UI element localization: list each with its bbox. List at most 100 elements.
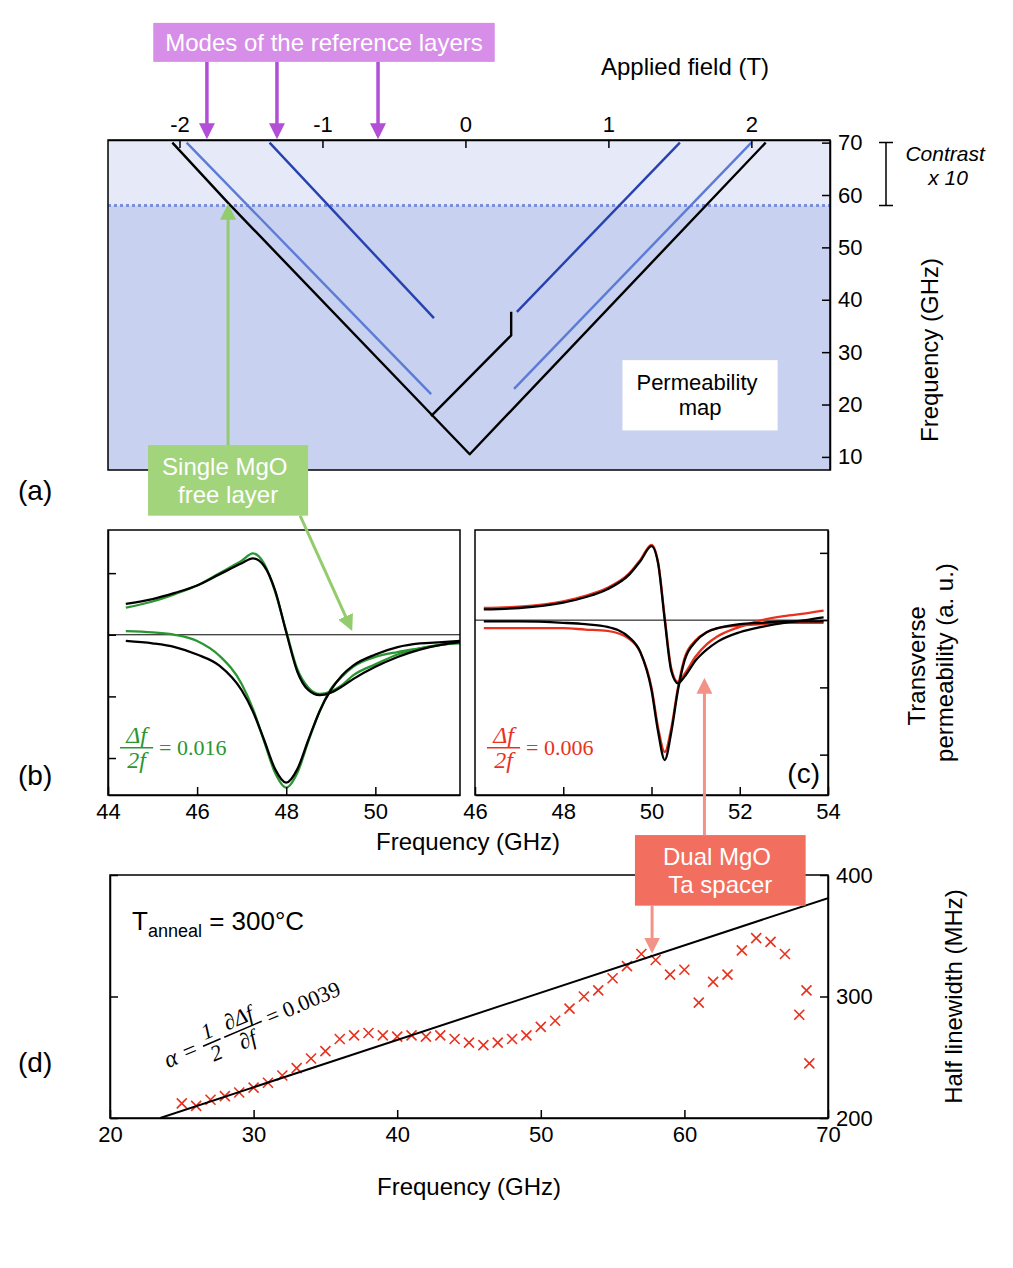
tick: 40: [822, 287, 862, 312]
data-line: [187, 143, 431, 394]
tick-mark: [475, 787, 477, 795]
free-layer-label-box: [148, 445, 308, 516]
tick-label: 46: [463, 799, 487, 824]
panel-label: (d): [18, 1047, 52, 1078]
tick-mark: [820, 687, 828, 689]
data-point: [493, 1038, 503, 1048]
tick: 2: [746, 112, 758, 148]
plot-frame: [475, 530, 828, 795]
data-point: [679, 965, 689, 975]
tick-label: 46: [185, 799, 209, 824]
tick: 50: [640, 787, 664, 824]
tick-label: 50: [640, 799, 664, 824]
tick-mark: [465, 140, 467, 148]
axis-title: Applied field (T): [601, 53, 769, 80]
data-point: [464, 1038, 474, 1048]
data-point: [665, 970, 675, 980]
damping-value: = 0.0039: [262, 976, 344, 1030]
tick-mark: [820, 1118, 828, 1120]
tick-label: 10: [838, 444, 862, 469]
data-line: [514, 143, 751, 389]
data-point: [804, 1058, 814, 1068]
text-line: Applied field (T): [601, 53, 769, 80]
panel-label: (c): [787, 758, 820, 789]
plot-frame: [110, 875, 828, 1118]
data-point: [421, 1032, 431, 1042]
axis-title: Frequency (GHz): [377, 1173, 561, 1200]
panel-label: (b): [18, 760, 52, 791]
data-point: [766, 937, 776, 947]
anneal-value: = 300°C: [202, 906, 304, 936]
data-point: [363, 1028, 373, 1038]
tick-label: 48: [274, 799, 298, 824]
data-line: [484, 545, 824, 682]
data-line: [484, 546, 824, 683]
tick: [820, 687, 828, 688]
tick: [110, 1118, 118, 1119]
data-point: [722, 970, 732, 980]
axis: 4648505254: [463, 787, 840, 824]
free-layer-label-text: Single MgO free layer: [162, 453, 294, 508]
tick: 30: [242, 1110, 266, 1147]
tick-mark: [375, 787, 377, 795]
tick-label: 30: [838, 340, 862, 365]
tick-mark: [822, 404, 830, 406]
tick: 50: [364, 787, 388, 824]
data-point: [565, 1004, 575, 1014]
tick-label: 2: [746, 112, 758, 137]
tick-label: 20: [98, 1122, 122, 1147]
tick: [820, 755, 828, 756]
tick-mark: [822, 142, 830, 144]
tick: [108, 635, 116, 636]
tick: 400: [820, 863, 873, 888]
data-point: [751, 933, 761, 943]
tick: 1: [603, 112, 615, 148]
tick-label: 60: [838, 183, 862, 208]
reference-label-box: [153, 23, 495, 62]
fraction-numerator: Δf: [492, 722, 517, 748]
arrow: [205, 62, 209, 136]
tick-mark: [822, 352, 830, 354]
tick-label: 200: [836, 1106, 873, 1131]
tick: -2: [170, 112, 190, 148]
fraction-bar: [203, 1039, 220, 1046]
data-point: [478, 1040, 488, 1050]
tick-label: 1: [603, 112, 615, 137]
anneal-subscript: anneal: [148, 921, 202, 941]
tick: 48: [552, 787, 576, 824]
fraction-denominator: 2f: [127, 747, 149, 773]
plot-area: [475, 545, 828, 760]
tick-label: 20: [838, 392, 862, 417]
data-point: [521, 1030, 531, 1040]
tick: [820, 620, 828, 621]
data-line: [484, 623, 824, 752]
tick-mark: [820, 875, 828, 877]
data-point: [378, 1030, 388, 1040]
arrow: [651, 906, 654, 951]
tick-mark: [108, 696, 116, 698]
tick: 50: [822, 235, 862, 260]
contrast-note: Contrast x 10: [905, 142, 990, 189]
text-line: permeability (a. u.): [931, 563, 958, 762]
data-point: [593, 985, 603, 995]
tick-mark: [197, 787, 199, 795]
tick: [110, 997, 118, 998]
data-line: [126, 641, 460, 783]
tick: [820, 553, 828, 554]
tick: [108, 758, 116, 759]
map-label-box: [622, 360, 777, 430]
arrow: [275, 62, 279, 136]
tick: 20: [822, 392, 862, 417]
data-point: [708, 977, 718, 987]
tick-label: 40: [385, 1122, 409, 1147]
tick: 60: [822, 183, 862, 208]
text-line: Frequency (GHz): [376, 828, 560, 855]
tick-mark: [822, 195, 830, 197]
reference-label-text: Modes of the reference layers: [165, 29, 483, 56]
tick-mark: [822, 457, 830, 459]
tick: 10: [822, 444, 862, 469]
tick-label: 50: [529, 1122, 553, 1147]
arrow: [300, 516, 351, 628]
text-line: Frequency (GHz): [916, 258, 943, 442]
tick: 60: [673, 1110, 697, 1147]
